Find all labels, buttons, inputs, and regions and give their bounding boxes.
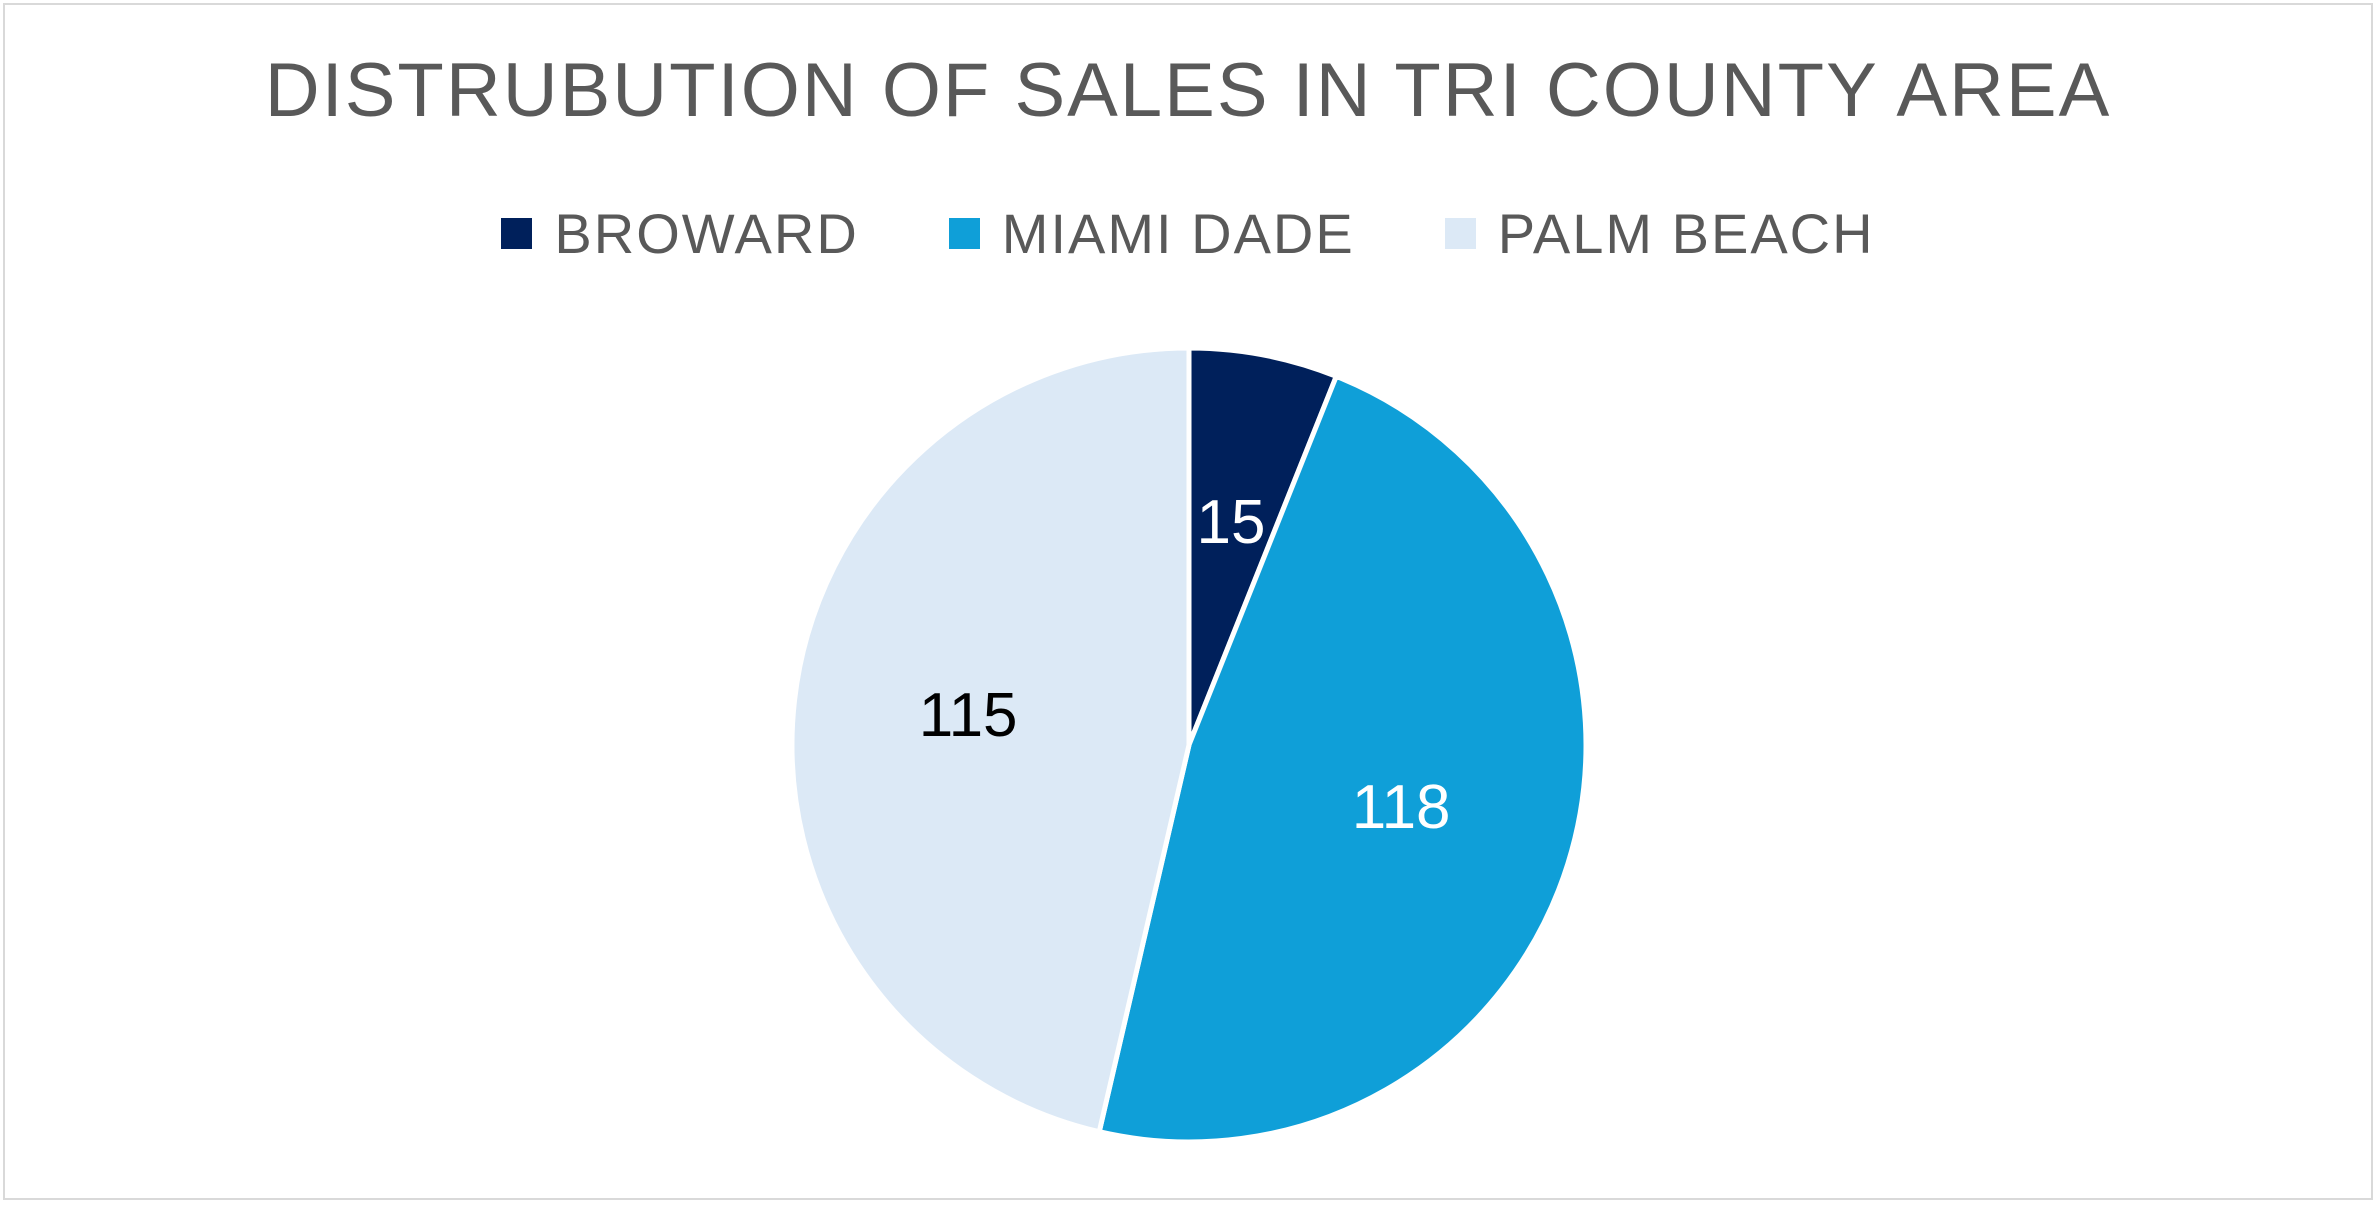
legend-swatch-miami-dade <box>948 218 980 249</box>
pie-slice-broward <box>1186 345 1339 748</box>
data-label-palm-beach: 115 <box>919 681 1018 750</box>
pie-slice-palm-beach <box>789 345 1192 1135</box>
pie-slice-miami-dade <box>1096 373 1589 1145</box>
legend-label-palm-beach: PALM BEACH <box>1497 202 1875 265</box>
legend-label-broward: BROWARD <box>554 202 859 265</box>
legend-swatch-broward <box>501 218 533 249</box>
chart-title: DISTRUBUTION OF SALES IN TRI COUNTY AREA <box>264 48 2112 133</box>
legend-item-miami-dade: MIAMI DADE <box>948 201 1355 266</box>
data-label-broward: 15 <box>1197 488 1266 557</box>
legend-item-palm-beach: PALM BEACH <box>1444 201 1875 266</box>
legend-label-miami-dade: MIAMI DADE <box>1001 202 1355 265</box>
legend-swatch-palm-beach <box>1444 218 1476 249</box>
legend-item-broward: BROWARD <box>501 201 858 266</box>
legend: BROWARD MIAMI DADE PALM BEACH <box>5 201 2371 266</box>
data-label-miami-dade: 118 <box>1352 773 1451 842</box>
